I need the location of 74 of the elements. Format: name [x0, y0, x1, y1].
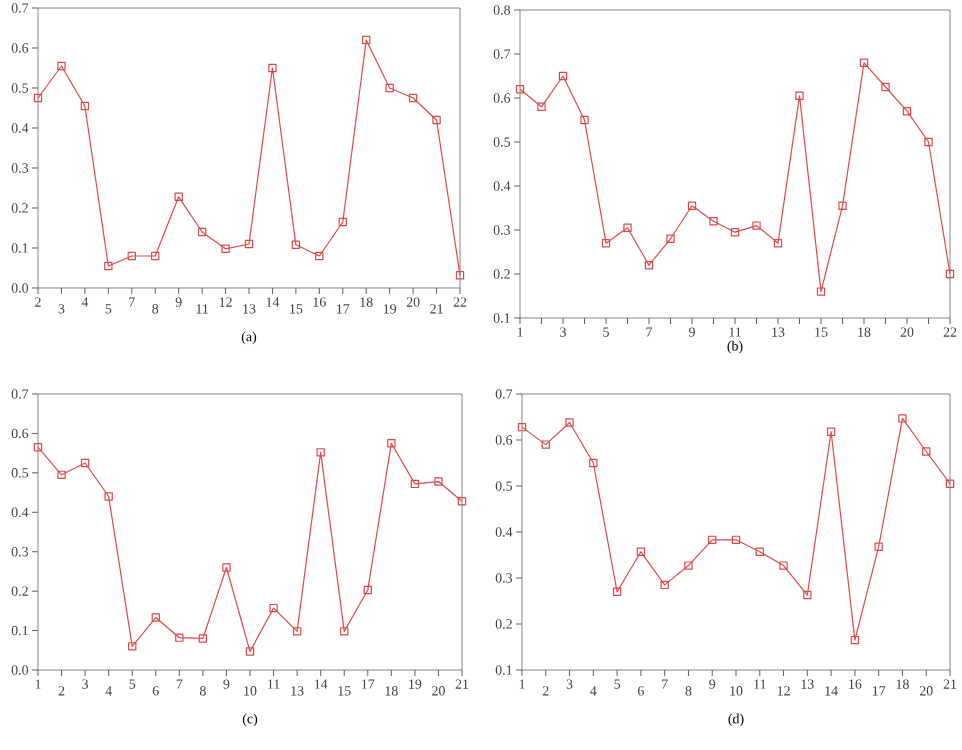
point	[779, 561, 788, 570]
point	[244, 239, 254, 249]
point	[537, 102, 546, 112]
point	[291, 240, 301, 249]
line-series	[517, 414, 955, 645]
point	[589, 458, 598, 468]
point	[221, 244, 230, 253]
point	[874, 542, 883, 551]
point	[127, 251, 136, 261]
line-series	[33, 439, 467, 656]
point	[752, 221, 761, 230]
point	[362, 35, 371, 45]
point	[838, 201, 847, 210]
point	[57, 61, 66, 71]
point	[795, 91, 804, 101]
point	[80, 458, 90, 468]
point	[660, 580, 669, 590]
point	[565, 418, 574, 427]
point	[826, 427, 836, 436]
point	[612, 587, 622, 597]
point	[623, 223, 632, 232]
point	[687, 201, 697, 210]
point	[644, 260, 654, 270]
line-series	[33, 35, 465, 280]
point	[408, 93, 418, 103]
point	[245, 647, 255, 656]
point	[558, 71, 568, 81]
point	[902, 107, 912, 116]
point	[338, 217, 347, 227]
point	[434, 477, 443, 486]
point	[666, 234, 675, 243]
point	[859, 58, 869, 68]
point	[708, 535, 717, 545]
point	[128, 642, 137, 651]
point	[292, 627, 302, 636]
point	[410, 479, 420, 489]
point	[340, 627, 349, 636]
point	[898, 414, 907, 423]
point	[80, 101, 90, 111]
point	[803, 590, 812, 600]
point	[773, 239, 783, 248]
point	[151, 613, 160, 622]
point	[636, 547, 646, 556]
point	[151, 251, 160, 261]
point	[222, 563, 231, 572]
point	[730, 228, 740, 237]
point	[387, 439, 396, 448]
point	[104, 261, 113, 271]
point	[174, 192, 183, 201]
point	[731, 535, 741, 545]
point	[197, 227, 207, 237]
point	[881, 82, 890, 92]
point	[850, 635, 860, 645]
point	[541, 440, 550, 449]
point	[601, 239, 611, 248]
point	[922, 447, 931, 456]
point	[363, 585, 372, 595]
point	[269, 603, 278, 613]
point	[580, 115, 589, 125]
point	[684, 561, 693, 570]
point	[198, 634, 208, 643]
point	[268, 63, 277, 73]
point	[709, 217, 718, 226]
point	[104, 492, 113, 501]
point	[924, 137, 933, 147]
point	[316, 448, 325, 457]
point	[385, 83, 394, 93]
point	[755, 547, 764, 556]
line-series	[515, 58, 955, 296]
point	[57, 470, 66, 480]
point	[816, 287, 826, 296]
point	[175, 633, 184, 642]
point	[432, 115, 441, 125]
point	[315, 251, 324, 261]
